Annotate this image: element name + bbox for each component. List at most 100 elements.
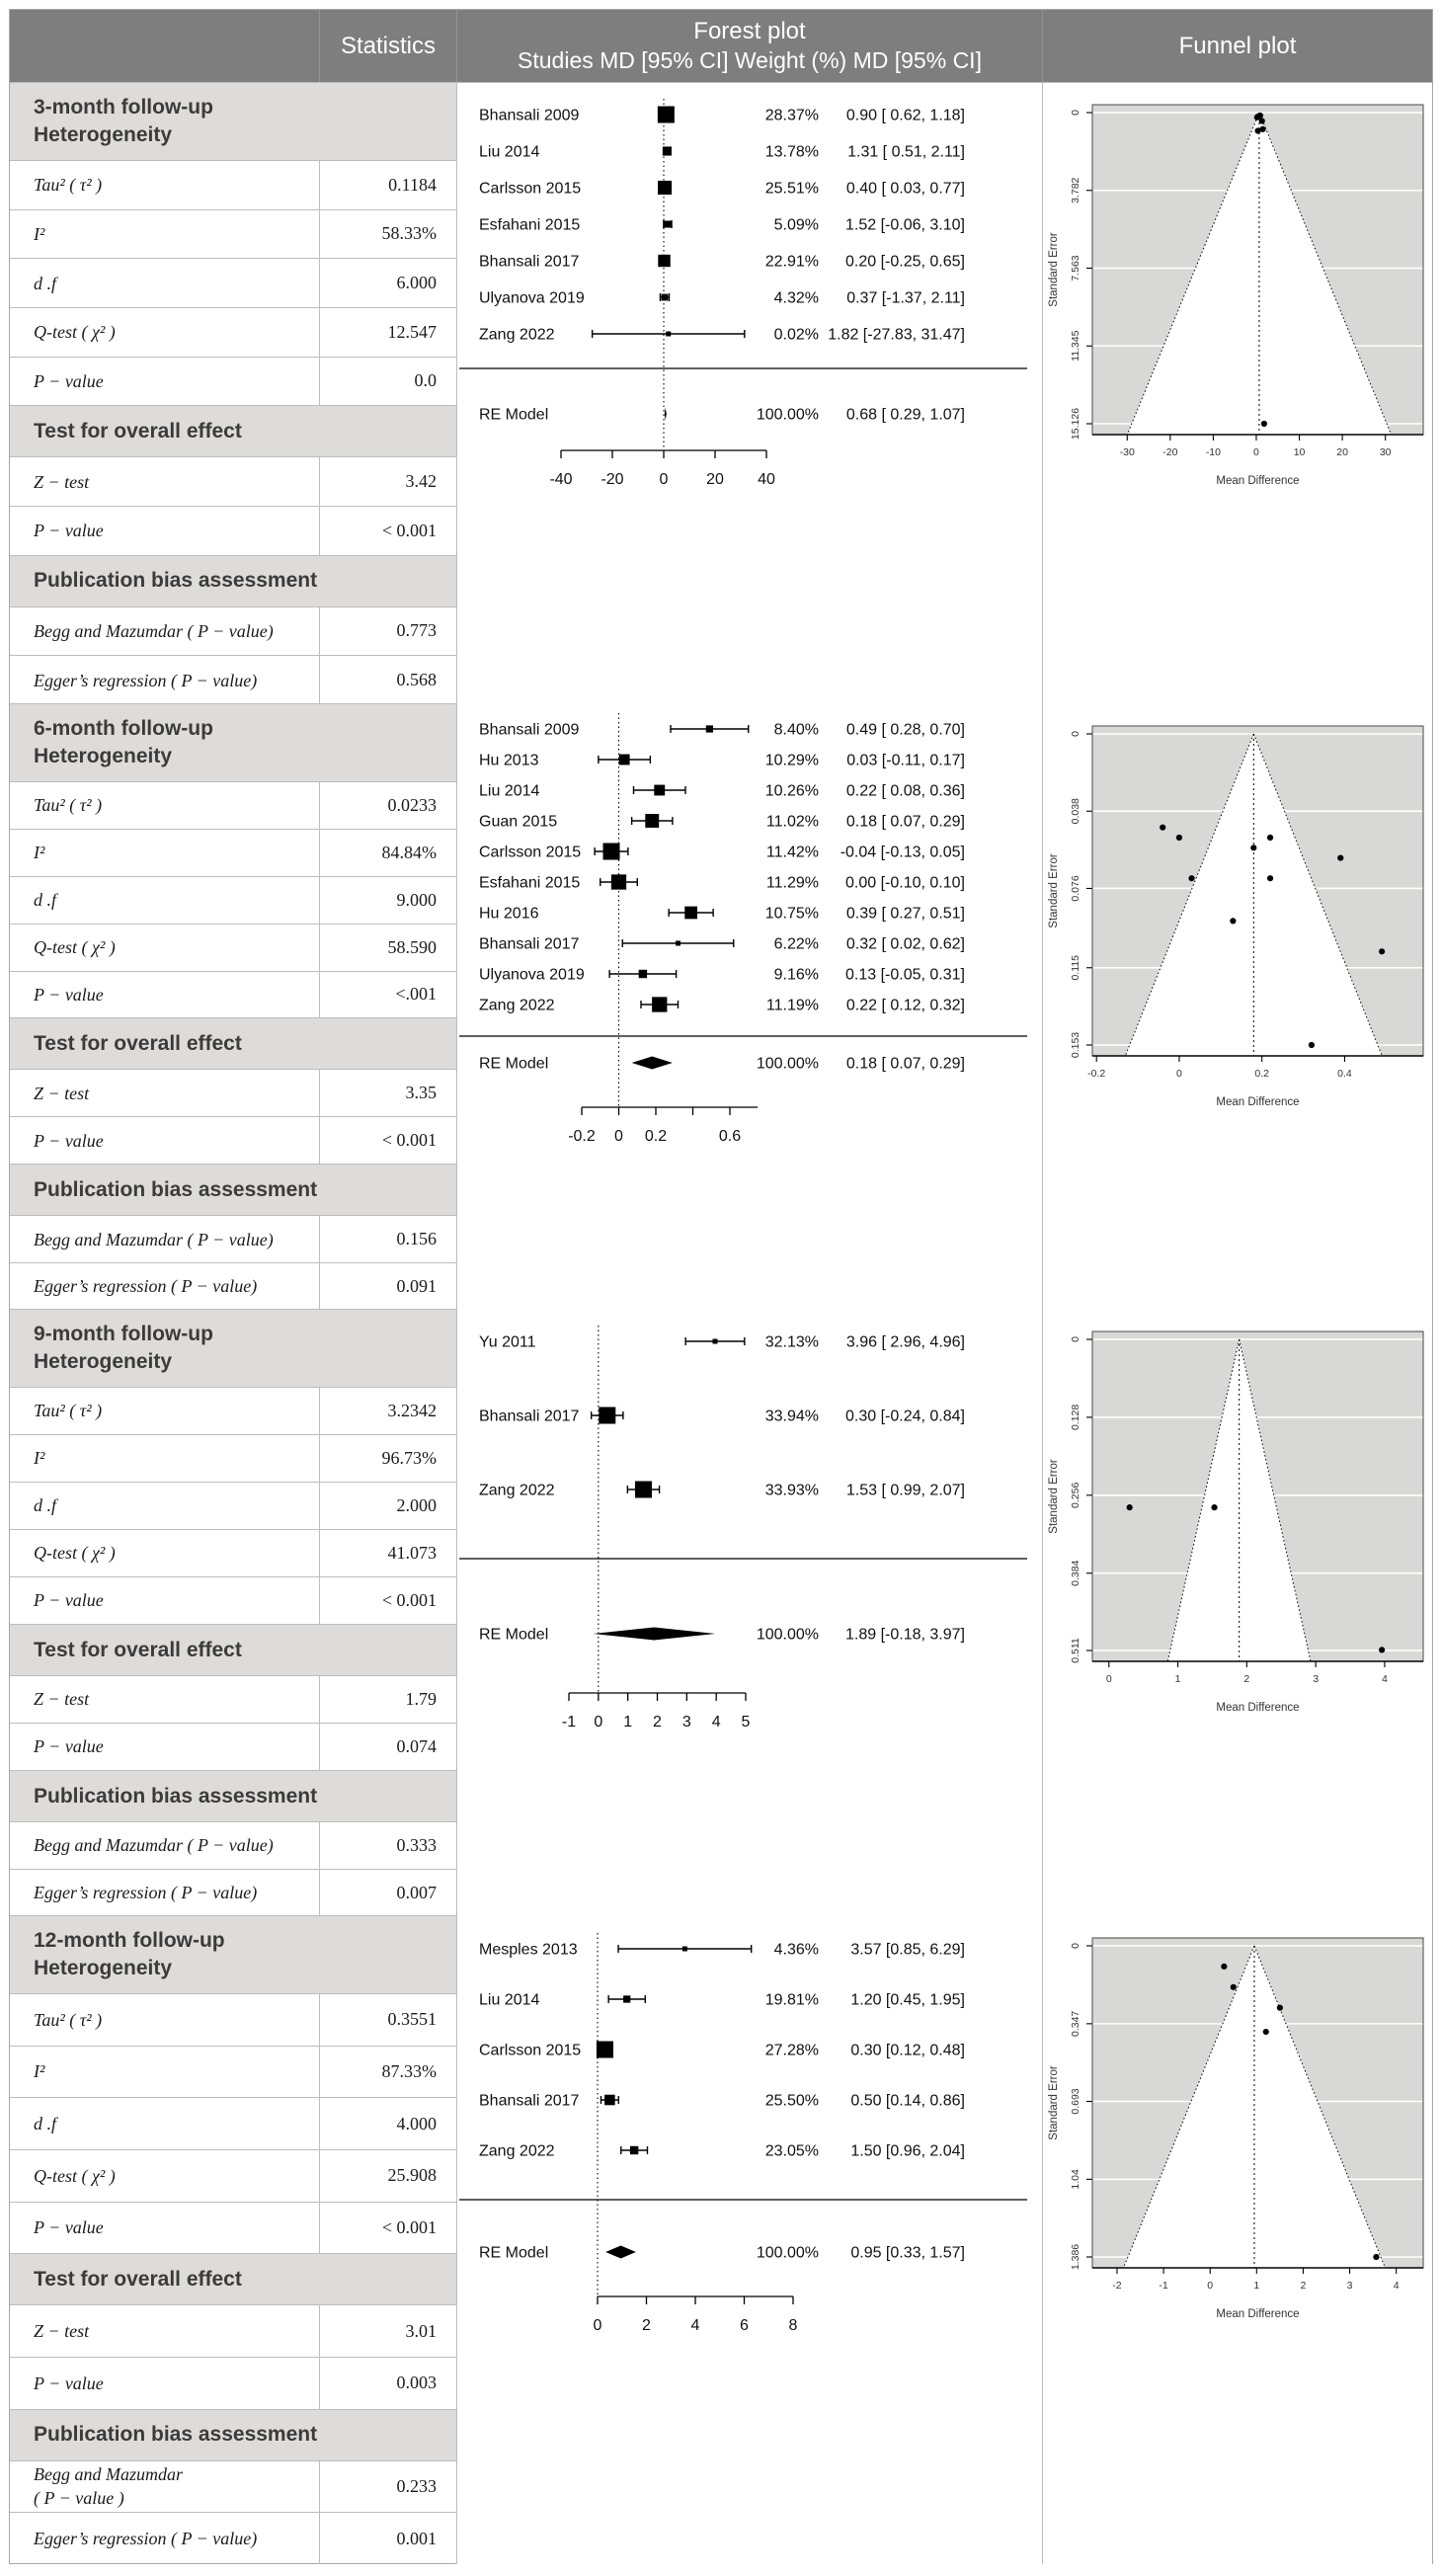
svg-text:-2: -2 (1112, 2280, 1121, 2292)
svg-text:0.22 [ 0.08, 0.36]: 0.22 [ 0.08, 0.36] (846, 783, 965, 800)
forest-plot-svg: Mesples 2013 4.36% 3.57 [0.85, 6.29] Liu 20… (459, 1933, 1027, 2334)
svg-text:27.28%: 27.28% (765, 2043, 819, 2059)
svg-text:Bhansali 2017: Bhansali 2017 (479, 254, 580, 271)
forest-study-row: Yu 2011 32.13% 3.96 [ 2.96, 4.96] (479, 1334, 965, 1351)
svg-text:Liu 2014: Liu 2014 (479, 1992, 539, 2009)
statistics-column-header: Statistics (319, 10, 456, 82)
funnel-point (1266, 834, 1274, 842)
funnel-plot-cell: -0.2 0 0.2 0.4 0 0.038 0.076 0.115 0.153 Standard… (1042, 704, 1432, 1310)
svg-text:0: 0 (1070, 1943, 1082, 1949)
svg-text:-20: -20 (601, 471, 623, 488)
forest-study-row: Mesples 2013 4.36% 3.57 [0.85, 6.29] (479, 1942, 965, 1959)
svg-text:9.16%: 9.16% (774, 967, 819, 984)
svg-text:11.19%: 11.19% (766, 998, 819, 1014)
forest-study-row: Liu 2014 13.78% 1.31 [ 0.51, 2.11] (479, 144, 965, 161)
stat-label: Z − test (10, 1069, 319, 1116)
section-subtitle: Heterogeneity (34, 745, 173, 767)
svg-text:RE Model: RE Model (479, 1627, 548, 1644)
svg-text:6.22%: 6.22% (774, 936, 819, 953)
funnel-plot-svg: 0 1 2 3 4 0 0.128 0.256 0.384 0.511 Standard Error… (1048, 1330, 1424, 1714)
funnel-point (1308, 1041, 1316, 1049)
svg-text:0: 0 (1070, 110, 1082, 116)
stat-label: Tau² ( τ² ) (10, 781, 319, 829)
stat-value: 3.01 (319, 2304, 456, 2357)
svg-text:8: 8 (789, 2317, 798, 2334)
svg-text:0.00 [-0.10, 0.10]: 0.00 [-0.10, 0.10] (845, 875, 965, 892)
funnel-plot-svg: -0.2 0 0.2 0.4 0 0.038 0.076 0.115 0.153 Standard… (1048, 725, 1424, 1108)
svg-text:Ulyanova 2019: Ulyanova 2019 (479, 290, 585, 307)
funnel-point (1211, 1504, 1218, 1511)
svg-text:-20: -20 (1162, 446, 1177, 458)
svg-text:3: 3 (1347, 2280, 1353, 2292)
section-subtitle: Heterogeneity (34, 1957, 173, 1979)
svg-text:0.32 [ 0.02, 0.62]: 0.32 [ 0.02, 0.62] (846, 936, 965, 953)
stat-value: 2.000 (319, 1482, 456, 1529)
stat-value: 4.000 (319, 2097, 456, 2149)
forest-plot-svg: Bhansali 2009 8.40% 0.49 [ 0.28, 0.70] Hu 2… (459, 713, 1027, 1145)
svg-text:2: 2 (642, 2317, 651, 2334)
svg-text:100.00%: 100.00% (757, 1627, 819, 1644)
stat-value: 0.007 (319, 1869, 456, 1916)
stat-value: 0.091 (319, 1262, 456, 1310)
funnel-point (1337, 854, 1344, 861)
svg-text:25.50%: 25.50% (765, 2093, 819, 2110)
svg-text:4: 4 (691, 2317, 700, 2334)
svg-text:0.22 [ 0.12, 0.32]: 0.22 [ 0.12, 0.32] (846, 998, 965, 1014)
forest-column-header: Forest plot Studies MD [95% CI] Weight (… (456, 10, 1042, 82)
forest-plot-svg: Yu 2011 32.13% 3.96 [ 2.96, 4.96] Bhansali … (459, 1326, 1027, 1731)
funnel-point (1266, 875, 1274, 882)
stat-label: I² (10, 828, 319, 876)
funnel-plot-cell: -30 -20 -10 0 10 20 30 0 3.782 7.563 11.345 15.126 S… (1042, 83, 1432, 704)
funnel-point (1188, 875, 1195, 882)
forest-study-row: Zang 2022 33.93% 1.53 [ 0.99, 2.07] (479, 1481, 965, 1499)
svg-text:1.53 [ 0.99, 2.07]: 1.53 [ 0.99, 2.07] (846, 1483, 965, 1499)
stat-label: d .f (10, 875, 319, 924)
svg-text:0.153: 0.153 (1070, 1032, 1082, 1058)
svg-text:0.18 [ 0.07, 0.29]: 0.18 [ 0.07, 0.29] (846, 1056, 965, 1073)
svg-text:0.038: 0.038 (1070, 798, 1082, 824)
svg-text:1: 1 (1253, 2280, 1259, 2292)
stat-value: 1.79 (319, 1675, 456, 1723)
svg-text:0: 0 (660, 471, 669, 488)
forest-plot-svg: Bhansali 2009 28.37% 0.90 [ 0.62, 1.18] Liu… (459, 99, 1027, 488)
forest-study-row: Bhansali 2017 6.22% 0.32 [ 0.02, 0.62] (479, 936, 965, 953)
funnel-point (1160, 824, 1166, 831)
svg-text:3.782: 3.782 (1070, 177, 1082, 202)
header-empty-cell (10, 10, 319, 82)
svg-text:-0.04 [-0.13, 0.05]: -0.04 [-0.13, 0.05] (841, 845, 965, 861)
svg-text:0: 0 (1176, 1068, 1182, 1080)
stat-value: 0.156 (319, 1215, 456, 1263)
forest-study-row: Zang 2022 23.05% 1.50 [0.96, 2.04] (479, 2143, 965, 2160)
svg-text:2: 2 (653, 1714, 662, 1731)
svg-text:Liu 2014: Liu 2014 (479, 144, 539, 161)
stat-label: P − value (10, 1723, 319, 1770)
svg-text:Guan 2015: Guan 2015 (479, 814, 557, 831)
stat-label: Z − test (10, 1675, 319, 1723)
svg-text:0: 0 (594, 1714, 602, 1731)
svg-text:0: 0 (1106, 1673, 1112, 1685)
svg-text:0.13 [-0.05, 0.31]: 0.13 [-0.05, 0.31] (845, 967, 965, 984)
section-title: 3-month follow-up (34, 96, 213, 120)
section-12-month: 12-month follow-up Heterogeneity Tau² ( τ²… (10, 1915, 1432, 2564)
stat-label: Tau² ( τ² ) (10, 1993, 319, 2046)
section-title: 9-month follow-up (34, 1323, 213, 1346)
svg-text:-0.2: -0.2 (1087, 1068, 1105, 1080)
svg-text:30: 30 (1380, 446, 1392, 458)
funnel-plot-svg: -30 -20 -10 0 10 20 30 0 3.782 7.563 11.345 15.126 S… (1048, 104, 1424, 487)
stat-label: Begg and Mazumdar ( P − value) (10, 1821, 319, 1869)
stat-label: d .f (10, 2097, 319, 2149)
forest-study-row: Ulyanova 2019 9.16% 0.13 [-0.05, 0.31] (479, 967, 965, 984)
overall-effect-header: Test for overall effect (10, 1624, 456, 1675)
sections-container: 3-month follow-up Heterogeneity Tau² ( τ² … (10, 82, 1432, 2564)
svg-text:10.29%: 10.29% (765, 753, 819, 769)
stats-table: 9-month follow-up Heterogeneity Tau² ( τ² … (10, 1310, 456, 1916)
svg-text:3.96 [ 2.96, 4.96]: 3.96 [ 2.96, 4.96] (846, 1334, 965, 1351)
section-header: 12-month follow-up Heterogeneity (10, 1916, 456, 1993)
stat-label: Egger’s regression ( P − value) (10, 2512, 319, 2564)
svg-text:Mesples 2013: Mesples 2013 (479, 1942, 578, 1959)
section-header: 3-month follow-up Heterogeneity (10, 83, 456, 160)
stat-value: 58.590 (319, 923, 456, 971)
svg-text:3: 3 (1313, 1673, 1319, 1685)
svg-text:0.02%: 0.02% (774, 327, 819, 344)
svg-text:1: 1 (1175, 1673, 1181, 1685)
